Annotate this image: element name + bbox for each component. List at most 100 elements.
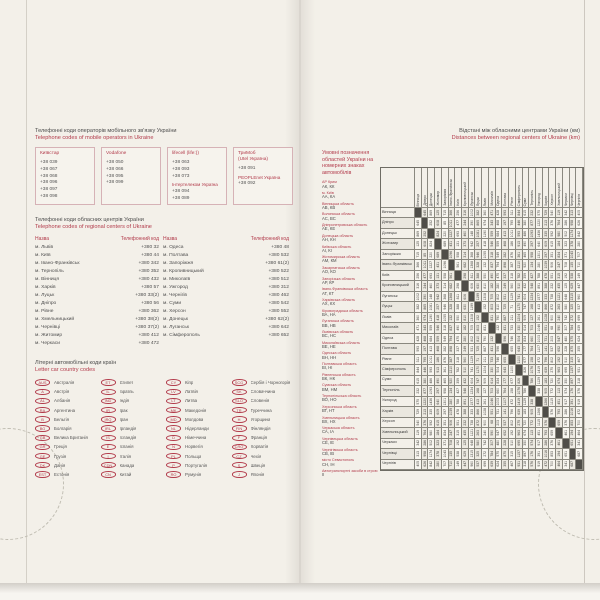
matrix-distance-value: 307: [563, 325, 568, 331]
legend-region-codes: ВВ, НВ: [322, 322, 336, 328]
operator-code: +38 066: [106, 166, 124, 172]
matrix-distance-cell: 866: [475, 407, 483, 418]
matrix-distance-value: 311: [509, 210, 514, 216]
matrix-distance-value: 844: [415, 367, 420, 373]
matrix-distance-value: 786: [523, 388, 528, 394]
matrix-distance-value: 877: [422, 388, 427, 394]
matrix-distance-value: 141: [543, 346, 548, 352]
matrix-distance-cell: 405: [415, 459, 422, 470]
city-code: +380 522: [268, 269, 289, 274]
city-code: +380 44: [141, 253, 159, 258]
matrix-distance-value: 551: [489, 409, 494, 415]
matrix-distance-value: 614: [489, 377, 494, 384]
matrix-row-label: Суми: [381, 375, 415, 387]
operator-code: +38 039: [40, 160, 58, 165]
matrix-distance-cell: 257: [475, 239, 483, 250]
matrix-distance-cell: 963: [515, 428, 523, 439]
matrix-distance-cell: 297: [542, 249, 550, 261]
matrix-distance-value: 203: [550, 335, 555, 342]
matrix-distance-cell: 898: [502, 260, 510, 271]
matrix-distance-cell: 1368: [448, 291, 456, 303]
matrix-distance-cell: 318: [509, 270, 516, 282]
matrix-distance-value: 472: [577, 409, 582, 415]
city-name: м. Хмельницький: [35, 317, 75, 322]
matrix-distance-value: 802: [469, 335, 474, 342]
matrix-distance-cell: 428: [415, 333, 422, 345]
matrix-distance-cell: 547: [495, 428, 503, 439]
matrix-row-label: Житомир: [381, 239, 415, 250]
matrix-distance-value: 898: [449, 346, 454, 352]
matrix-distance-cell: 559: [495, 239, 503, 250]
matrix-distance-cell: 1174: [569, 228, 577, 240]
matrix-column-header: Тернопіль: [529, 168, 536, 208]
matrix-diagonal-cell: [475, 302, 483, 313]
matrix-distance-value: 1121: [469, 429, 474, 437]
matrix-distance-cell: 486: [522, 228, 530, 240]
matrix-distance-cell: 355: [576, 344, 583, 355]
matrix-distance-cell: 125: [435, 208, 442, 219]
matrix-distance-value: 249: [503, 283, 508, 289]
matrix-distance-value: 232: [415, 388, 420, 394]
matrix-distance-cell: 1096: [441, 260, 449, 271]
matrix-distance-value: 831: [483, 325, 488, 331]
matrix-distance-value: 1055: [483, 250, 488, 259]
matrix-distance-value: 413: [429, 346, 434, 352]
matrix-distance-value: 551: [543, 325, 548, 331]
matrix-distance-cell: 537: [502, 417, 510, 429]
matrix-distance-value: 1234: [469, 387, 474, 395]
matrix-distance-cell: 220: [428, 249, 436, 261]
matrix-distance-value: 549: [442, 335, 447, 342]
matrix-diagonal-cell: [455, 270, 463, 282]
matrix-distance-cell: 232: [415, 386, 422, 397]
city-name: м. Дніпро: [35, 301, 57, 306]
matrix-distance-value: 307: [489, 440, 494, 447]
matrix-distance-value: 176: [570, 388, 575, 394]
legend-region-name: Рівненська область: [322, 372, 356, 377]
matrix-distance-cell: 596: [495, 344, 503, 355]
matrix-distance-cell: 1121: [468, 428, 476, 439]
matrix-distance-cell: 677: [522, 354, 530, 366]
matrix-distance-cell: 465: [441, 375, 449, 387]
regional-codes-title-uk: Телефонні коди обласних центрів України: [35, 217, 144, 223]
matrix-distance-value: 537: [503, 419, 508, 426]
matrix-distance-value: 275: [550, 367, 555, 373]
matrix-distance-value: 184: [556, 241, 561, 247]
country-code-item: S Швеція: [231, 461, 294, 470]
matrix-distance-cell: 335: [542, 228, 550, 240]
matrix-distance-value: 547: [496, 429, 501, 436]
right-page: Відстані між обласними центрами України …: [300, 0, 585, 585]
matrix-distance-cell: 316: [462, 208, 469, 219]
matrix-distance-value: 651: [563, 450, 568, 457]
matrix-distance-value: 432: [462, 377, 467, 384]
matrix-distance-cell: 490: [455, 323, 463, 334]
matrix-distance-cell: 148: [468, 228, 476, 240]
matrix-column-header-label: Донецьк: [429, 192, 434, 206]
matrix-distance-cell: 898: [448, 344, 456, 355]
matrix-distance-value: 431: [449, 241, 454, 247]
matrix-distance-value: 275: [516, 419, 521, 426]
matrix-distance-value: 546: [436, 325, 441, 331]
matrix-distance-value: 380: [523, 220, 528, 227]
matrix-distance-value: 351: [550, 251, 555, 258]
matrix-distance-cell: 428: [495, 208, 503, 219]
matrix-distance-cell: 280: [576, 239, 583, 250]
city-name: м. Київ: [35, 253, 51, 258]
matrix-distance-value: 741: [516, 293, 521, 300]
matrix-distance-value: 213: [543, 220, 548, 227]
matrix-diagonal-cell: [495, 333, 503, 345]
matrix-distance-cell: 640: [535, 239, 543, 250]
matrix-distance-value: 428: [496, 209, 501, 216]
matrix-distance-value: 1157: [570, 366, 575, 374]
country-name: Македонія: [185, 407, 207, 413]
matrix-distance-value: 693: [456, 230, 461, 237]
matrix-distance-value: 630: [476, 283, 481, 289]
matrix-distance-cell: 152: [482, 302, 489, 313]
matrix-distance-cell: 700: [549, 459, 557, 470]
matrix-distance-value: 1115: [550, 397, 555, 405]
matrix-distance-value: 244: [462, 220, 467, 227]
country-code-item: MD Молдова: [166, 415, 228, 424]
matrix-distance-value: 257: [436, 304, 441, 310]
matrix-distance-value: 1096: [449, 250, 454, 259]
matrix-distance-cell: 876: [441, 354, 449, 366]
matrix-distance-cell: 1028: [542, 312, 550, 324]
